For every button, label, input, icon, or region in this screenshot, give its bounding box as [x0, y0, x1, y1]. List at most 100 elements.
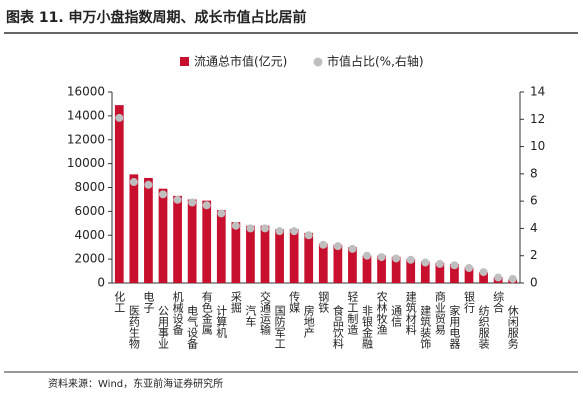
y2-tick-label: 0 — [530, 276, 538, 290]
bar — [289, 229, 299, 283]
dot — [304, 231, 313, 240]
dot — [217, 209, 226, 218]
legend-swatch — [180, 57, 189, 66]
bar — [187, 199, 197, 283]
dot — [406, 255, 415, 264]
bar — [275, 229, 284, 283]
dot — [348, 244, 357, 253]
bar — [333, 244, 343, 283]
y2-tick-label: 12 — [530, 112, 545, 126]
legend-swatch — [313, 57, 323, 67]
y-tick-label: 12000 — [67, 132, 105, 146]
x-tick-label: 通信 — [390, 305, 403, 328]
x-tick-label: 计算机 — [215, 305, 228, 338]
bar — [246, 225, 255, 283]
y-tick-label: 16000 — [67, 85, 105, 99]
x-tick-label: 采掘 — [229, 291, 242, 314]
x-tick-label: 非银金融 — [361, 305, 374, 350]
dot — [202, 201, 211, 210]
dot — [392, 254, 401, 263]
dot — [377, 253, 386, 262]
y-tick-label: 2000 — [74, 252, 105, 266]
dot — [319, 240, 328, 249]
dot — [144, 180, 153, 189]
dot — [115, 113, 124, 122]
bar — [158, 188, 168, 283]
chart-title: 图表 11. 申万小盘指数周期、成长市值占比居前 — [6, 9, 307, 26]
dot — [435, 259, 444, 268]
x-tick-label: 银行 — [463, 290, 476, 314]
bar — [304, 232, 314, 283]
x-tick-label: 电子 — [142, 291, 155, 313]
x-tick-label: 房地产 — [302, 305, 315, 339]
dot — [159, 190, 167, 199]
legend-label: 市值占比(%,右轴) — [327, 54, 424, 69]
x-tick-label: 农林牧渔 — [375, 290, 388, 336]
dot — [479, 268, 488, 277]
x-tick-label: 钢铁 — [317, 291, 330, 313]
bar — [406, 259, 416, 283]
x-tick-label: 医药生物 — [127, 305, 140, 349]
dot — [261, 224, 269, 233]
bar — [202, 200, 212, 283]
x-tick-label: 化工 — [113, 290, 126, 313]
x-tick-label: 家用电器 — [448, 304, 461, 350]
y2-tick-label: 6 — [530, 194, 538, 208]
y-tick-label: 10000 — [67, 156, 105, 170]
dot — [231, 221, 240, 230]
dot — [494, 273, 503, 282]
y2-tick-label: 10 — [530, 139, 545, 153]
dot — [363, 251, 371, 260]
x-tick-label: 有色金属 — [200, 290, 213, 336]
x-tick-label: 汽车 — [244, 304, 257, 328]
dot — [421, 258, 430, 267]
bar — [348, 247, 357, 283]
y-tick-label: 0 — [97, 276, 105, 290]
y2-tick-label: 8 — [530, 166, 538, 180]
dot — [333, 242, 342, 251]
x-tick-label: 轻工制造 — [346, 290, 359, 335]
bar — [377, 255, 386, 283]
dot — [129, 178, 138, 187]
x-tick-label: 休闲服务 — [506, 305, 519, 349]
x-tick-label: 公用事业 — [157, 305, 170, 349]
legend-label: 流通总市值(亿元) — [194, 54, 287, 69]
bar — [216, 210, 226, 283]
dot — [188, 198, 197, 207]
x-tick-label: 传媒 — [288, 291, 301, 314]
y-tick-label: 4000 — [74, 228, 105, 242]
y2-tick-label: 4 — [530, 221, 538, 235]
y-tick-label: 14000 — [67, 108, 105, 122]
bar — [114, 105, 124, 283]
y-tick-label: 8000 — [74, 180, 105, 194]
bar — [173, 195, 182, 283]
x-tick-label: 电气设备 — [186, 305, 199, 350]
bar — [318, 243, 328, 283]
x-tick-label: 建筑材料 — [404, 290, 417, 336]
dot — [465, 263, 473, 272]
x-tick-label: 综合 — [492, 290, 505, 313]
y2-tick-label: 2 — [530, 248, 538, 262]
bar — [144, 177, 153, 283]
x-tick-label: 国防军工 — [273, 305, 286, 349]
dot — [173, 195, 182, 204]
source: 资料来源：Wind，东亚前海证券研究所 — [48, 377, 223, 390]
bar — [362, 255, 372, 283]
dot — [508, 274, 517, 283]
dot — [275, 227, 284, 236]
bar — [231, 222, 241, 283]
bar — [391, 256, 401, 283]
bar — [479, 272, 488, 283]
dot — [246, 224, 255, 233]
bar — [260, 225, 270, 283]
x-tick-label: 食品饮料 — [331, 304, 344, 350]
bar — [450, 263, 459, 283]
bar — [435, 262, 445, 283]
x-tick-label: 交通运输 — [259, 290, 272, 336]
x-tick-label: 建筑装饰 — [419, 304, 432, 349]
dot — [450, 261, 459, 270]
y2-tick-label: 14 — [530, 85, 545, 99]
y-tick-label: 6000 — [74, 204, 105, 218]
bar — [420, 261, 430, 283]
